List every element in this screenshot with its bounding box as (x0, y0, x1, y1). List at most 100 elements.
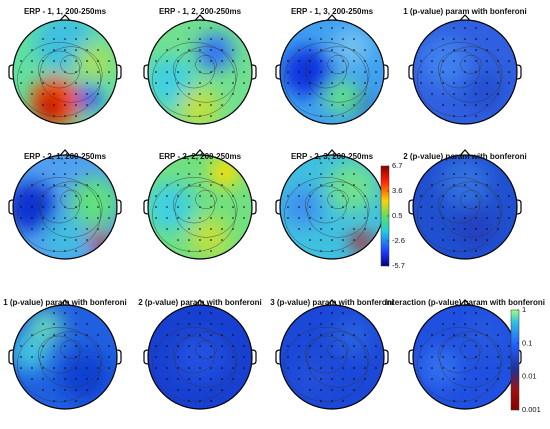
contour (305, 185, 348, 224)
electrode (177, 206, 179, 208)
contour (152, 177, 236, 252)
electrode (508, 217, 510, 219)
colorbar-tick-label: 0.1 (522, 338, 532, 347)
electrode (166, 356, 168, 358)
electrode (75, 115, 77, 117)
electrode (431, 71, 433, 73)
electrode (53, 389, 55, 391)
electrode (342, 71, 344, 73)
contour (460, 340, 482, 359)
scalp-fill (148, 155, 252, 259)
electrode (497, 82, 499, 84)
electrode (75, 184, 77, 186)
electrode (42, 93, 44, 95)
colorbar-tick-label: 6.7 (392, 161, 402, 170)
electrode (453, 250, 455, 252)
blob (332, 317, 372, 357)
ear-left (143, 64, 149, 80)
electrode (309, 228, 311, 230)
electrode (331, 312, 333, 314)
electrode (86, 356, 88, 358)
electrode (453, 228, 455, 230)
electrode (486, 389, 488, 391)
electrode (75, 60, 77, 62)
electrode (309, 93, 311, 95)
electrode (177, 217, 179, 219)
electrode (431, 93, 433, 95)
electrode (309, 367, 311, 369)
electrode (309, 71, 311, 73)
electrode (42, 71, 44, 73)
electrode (464, 173, 466, 175)
electrode (320, 217, 322, 219)
electrode (320, 49, 322, 51)
electrode (331, 206, 333, 208)
electrode (20, 71, 22, 73)
ear-left (408, 349, 414, 365)
ear-right (516, 199, 522, 215)
electrode (199, 49, 201, 51)
contour (284, 42, 368, 117)
contour (60, 55, 82, 74)
electrode (342, 250, 344, 252)
electrode (221, 195, 223, 197)
electrode (155, 206, 157, 208)
electrode (53, 173, 55, 175)
electrode (20, 217, 22, 219)
nose (326, 149, 338, 156)
electrode (453, 334, 455, 336)
electrode (364, 228, 366, 230)
electrode (31, 184, 33, 186)
ear-left (8, 199, 14, 215)
electrode (453, 356, 455, 358)
electrode (342, 115, 344, 117)
electrode (464, 82, 466, 84)
contour (438, 50, 481, 89)
electrode (75, 345, 77, 347)
electrode (420, 71, 422, 73)
electrode (155, 60, 157, 62)
electrode (331, 115, 333, 117)
electrode (431, 60, 433, 62)
electrode (464, 195, 466, 197)
scalp-fill (413, 305, 517, 409)
electrode (309, 217, 311, 219)
electrode (64, 27, 66, 29)
electrode (188, 228, 190, 230)
electrode (199, 82, 201, 84)
contour (305, 50, 348, 89)
electrode (53, 250, 55, 252)
electrode (53, 378, 55, 380)
electrode (199, 400, 201, 402)
electrode (353, 82, 355, 84)
electrode (86, 173, 88, 175)
electrode (320, 206, 322, 208)
electrode (375, 356, 377, 358)
electrode (453, 345, 455, 347)
electrode (331, 195, 333, 197)
electrode (20, 356, 22, 358)
electrode (320, 356, 322, 358)
contour (327, 190, 349, 209)
electrode (75, 400, 77, 402)
electrode (320, 93, 322, 95)
electrode (475, 217, 477, 219)
contour (327, 55, 349, 74)
electrode (342, 334, 344, 336)
electrode (475, 195, 477, 197)
electrode (232, 206, 234, 208)
scalp-blobs (420, 317, 505, 387)
electrode (221, 334, 223, 336)
electrode (364, 184, 366, 186)
electrode (53, 82, 55, 84)
electrode (475, 162, 477, 164)
electrode (320, 115, 322, 117)
electrode (199, 334, 201, 336)
electrode (221, 82, 223, 84)
electrode (486, 334, 488, 336)
electrode (188, 82, 190, 84)
panel-title: ERP - 2, 1, 200-250ms (24, 152, 107, 161)
electrode (31, 82, 33, 84)
scalp-fill (413, 155, 517, 259)
electrode (97, 60, 99, 62)
